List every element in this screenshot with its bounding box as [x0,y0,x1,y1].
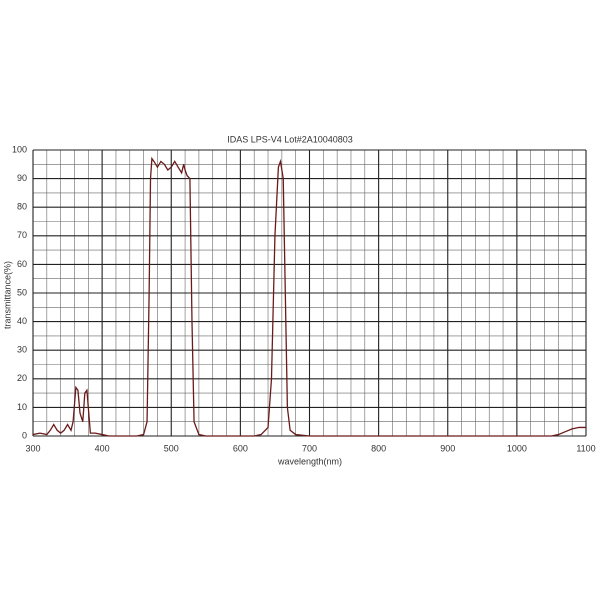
x-axis-label: wavelength(nm) [277,456,342,466]
x-tick-label: 900 [440,443,455,453]
y-tick-label: 20 [17,373,27,383]
y-tick-label: 40 [17,316,27,326]
x-tick-label: 300 [25,443,40,453]
y-tick-label: 10 [17,402,27,412]
y-tick-label: 80 [17,202,27,212]
y-tick-label: 30 [17,345,27,355]
x-tick-label: 1000 [507,443,527,453]
y-tick-label: 100 [12,144,27,154]
x-tick-label: 800 [371,443,386,453]
x-tick-label: 1100 [576,443,595,453]
x-tick-label: 700 [302,443,317,453]
spectrum-line [32,156,586,437]
y-tick-label: 50 [17,287,27,297]
y-tick-label: 70 [17,230,27,240]
y-tick-label: 60 [17,259,27,269]
x-tick-label: 600 [233,443,248,453]
x-tick-label: 400 [95,443,110,453]
chart-title: IDAS LPS-V4 Lot#2A10040803 [227,134,353,144]
x-tick-label: 500 [164,443,179,453]
y-tick-label: 90 [17,173,27,183]
y-axis-label: transmittance(%) [2,261,12,329]
y-tick-label: 0 [22,430,27,440]
